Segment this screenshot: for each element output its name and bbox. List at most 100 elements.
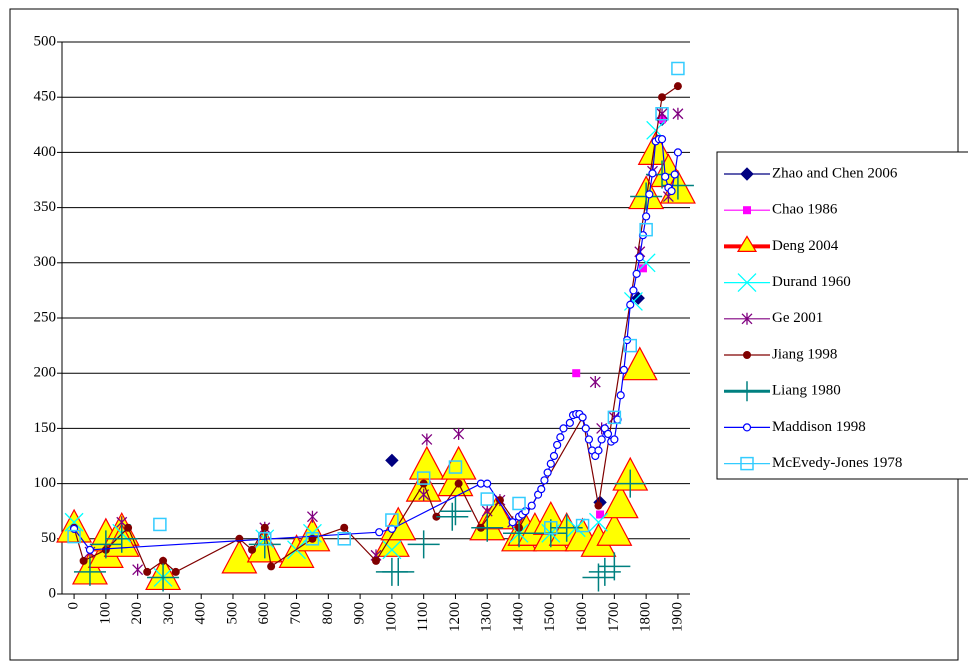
legend-marker [736, 235, 758, 252]
data-point [407, 530, 440, 559]
legend-marker [740, 456, 754, 471]
data-point [527, 501, 536, 510]
data-point [549, 451, 559, 461]
data-point [73, 557, 106, 586]
data-point [147, 563, 180, 592]
data-point [594, 501, 603, 510]
legend-marker [735, 381, 759, 402]
data-point [471, 513, 504, 542]
y-tick-label: 400 [34, 144, 57, 160]
data-point [385, 453, 399, 468]
data-point [581, 424, 590, 433]
data-point [621, 346, 658, 381]
data-point [603, 429, 613, 439]
legend-marker [741, 312, 753, 325]
legend-label: Maddison 1998 [772, 419, 866, 435]
y-tick-label: 500 [34, 33, 57, 49]
data-point [89, 530, 122, 559]
data-point [153, 517, 167, 532]
data-point [673, 82, 682, 91]
legend-marker [740, 167, 754, 181]
x-tick-label: 1900 [669, 602, 685, 632]
data-point [610, 435, 619, 444]
data-point [537, 485, 546, 494]
data-point [439, 497, 472, 526]
data-point [480, 492, 494, 506]
data-point [556, 433, 565, 442]
data-point [553, 440, 562, 450]
x-tick-label: 600 [256, 602, 272, 625]
data-point [171, 567, 180, 576]
data-point [159, 556, 168, 565]
data-point [85, 545, 95, 554]
data-point [626, 300, 635, 309]
data-point [546, 459, 555, 468]
data-point [448, 460, 463, 474]
data-point [385, 513, 399, 527]
data-point [631, 291, 645, 305]
data-point [671, 61, 685, 76]
legend-label: Durand 1960 [772, 274, 851, 290]
data-point [582, 563, 615, 592]
data-point [655, 107, 669, 121]
x-tick-label: 500 [224, 602, 240, 625]
data-point [421, 433, 433, 446]
data-point [508, 518, 517, 527]
legend-label: Zhao and Chen 2006 [772, 165, 898, 181]
x-tick-label: 800 [320, 602, 336, 625]
data-point [607, 410, 622, 425]
data-point [544, 521, 558, 535]
data-point [543, 468, 552, 477]
data-point [658, 93, 667, 102]
data-point [67, 529, 81, 544]
data-point [672, 107, 684, 120]
data-point [596, 510, 605, 519]
data-point [258, 532, 272, 546]
legend-marker [743, 206, 751, 215]
data-point [550, 513, 583, 542]
data-point [306, 510, 318, 523]
legend-marker [742, 423, 752, 432]
data-point [616, 391, 625, 400]
data-point [597, 435, 606, 444]
x-tick-label: 900 [352, 602, 368, 625]
data-point [670, 170, 679, 179]
x-tick-label: 1300 [479, 602, 495, 632]
legend-label: Ge 2001 [772, 310, 823, 326]
data-point [575, 518, 590, 533]
data-point [382, 557, 415, 586]
data-point [619, 365, 628, 374]
y-tick-label: 350 [34, 199, 57, 215]
x-tick-label: 1000 [383, 602, 399, 632]
data-point [340, 523, 349, 532]
data-point [642, 212, 651, 221]
data-point [629, 286, 638, 295]
data-point [637, 131, 674, 165]
data-point [648, 169, 657, 178]
data-point [559, 424, 568, 433]
data-point [589, 512, 608, 532]
data-point [565, 418, 574, 427]
legend-marker [743, 351, 751, 359]
data-point [408, 445, 445, 480]
data-point [540, 476, 549, 485]
data-point [602, 484, 639, 519]
data-point [337, 532, 351, 546]
data-point [267, 562, 276, 571]
x-tick-label: 1400 [510, 602, 526, 632]
data-point [614, 469, 647, 498]
x-tick-label: 700 [288, 602, 304, 625]
data-point [64, 512, 84, 532]
data-point [132, 563, 144, 576]
data-point [512, 496, 526, 511]
data-point [594, 446, 603, 455]
series-line [73, 85, 679, 573]
data-point [657, 135, 667, 144]
data-point [673, 148, 683, 157]
y-tick-label: 450 [34, 89, 57, 105]
data-point [436, 502, 469, 531]
data-point [483, 479, 492, 488]
x-tick-label: 400 [193, 602, 209, 625]
data-point [639, 222, 653, 237]
